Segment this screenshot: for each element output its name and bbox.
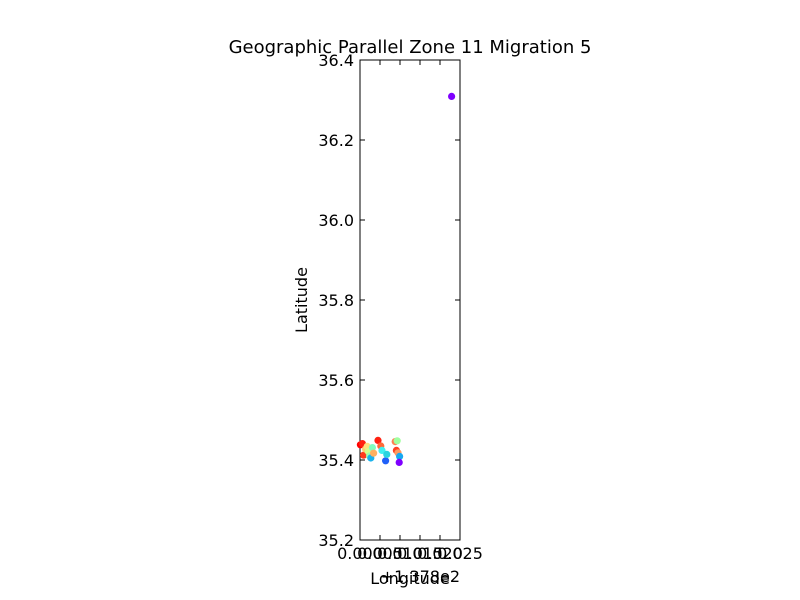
y-axis: 35.2 35.4 35.6 35.8 36.0 36.2 36.4 [318, 51, 460, 550]
data-point [396, 452, 404, 460]
data-point [368, 444, 376, 452]
y-tick-label: 35.6 [318, 371, 354, 390]
x-offset-text: +1.378e2 [381, 567, 460, 586]
x-axis-label: Longitude [370, 569, 450, 588]
data-point [383, 450, 391, 458]
data-point [395, 458, 403, 466]
data-point [393, 437, 401, 445]
data-point [370, 449, 378, 457]
data-point [382, 457, 390, 465]
data-point [378, 446, 386, 454]
x-tick-label: 0.015 [397, 544, 443, 563]
y-tick-label: 36.2 [318, 131, 354, 150]
y-tick-label: 35.2 [318, 531, 354, 550]
y-tick-label: 35.4 [318, 451, 354, 470]
data-points [356, 92, 456, 466]
y-tick-label: 35.8 [318, 291, 354, 310]
x-tick-label: 0.005 [357, 544, 403, 563]
chart-title: Geographic Parallel Zone 11 Migration 5 [229, 37, 592, 58]
y-tick-label: 36.0 [318, 211, 354, 230]
y-axis-label: Latitude [292, 267, 311, 333]
data-point [374, 436, 382, 444]
y-tick-label: 36.4 [318, 51, 354, 70]
x-tick-label: 0.010 [377, 544, 423, 563]
x-tick-label: 0.020 [417, 544, 463, 563]
data-point [448, 92, 456, 100]
x-tick-label: 0.000 [337, 544, 383, 563]
plot-area [359, 59, 461, 541]
x-tick-label: 0.025 [437, 544, 483, 563]
